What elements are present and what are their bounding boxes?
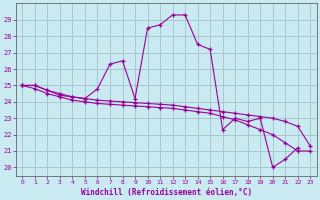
X-axis label: Windchill (Refroidissement éolien,°C): Windchill (Refroidissement éolien,°C): [81, 188, 252, 197]
